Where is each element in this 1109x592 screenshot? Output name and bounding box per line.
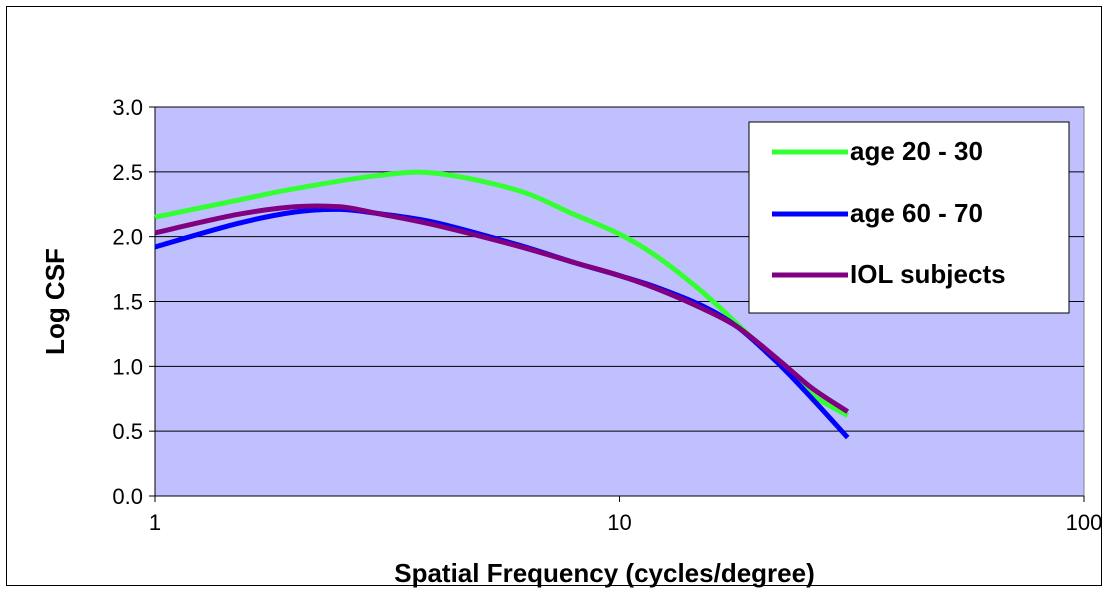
x-tick-label: 1 <box>149 510 161 535</box>
series-lines <box>154 169 850 440</box>
x-tick-label: 100 <box>1066 510 1103 535</box>
axes <box>149 106 1085 502</box>
y-tick-label: 2.0 <box>112 225 143 250</box>
y-tick-label: 0.5 <box>112 419 143 444</box>
y-tick-label: 0.0 <box>112 484 143 509</box>
y-tick-label: 1.5 <box>112 290 143 315</box>
y-tick-label: 1.0 <box>112 354 143 379</box>
tick-labels: 0.0 0.5 1.0 1.5 2.0 2.5 3.0 1 10 100 <box>112 95 1102 535</box>
y-tick-label: 3.0 <box>112 95 143 120</box>
y-axis-title: Log CSF <box>40 248 70 355</box>
x-axis-title: Spatial Frequency (cycles/degree) <box>394 558 815 588</box>
legend: age 20 - 30 age 60 - 70 IOL subjects <box>748 121 1070 314</box>
x-tick-label: 10 <box>607 510 631 535</box>
series-line-iol-subjects <box>154 203 850 414</box>
legend-label: IOL subjects <box>850 259 1006 289</box>
legend-label: age 60 - 70 <box>850 198 983 228</box>
legend-label: age 20 - 30 <box>850 136 983 166</box>
y-tick-label: 2.5 <box>112 160 143 185</box>
